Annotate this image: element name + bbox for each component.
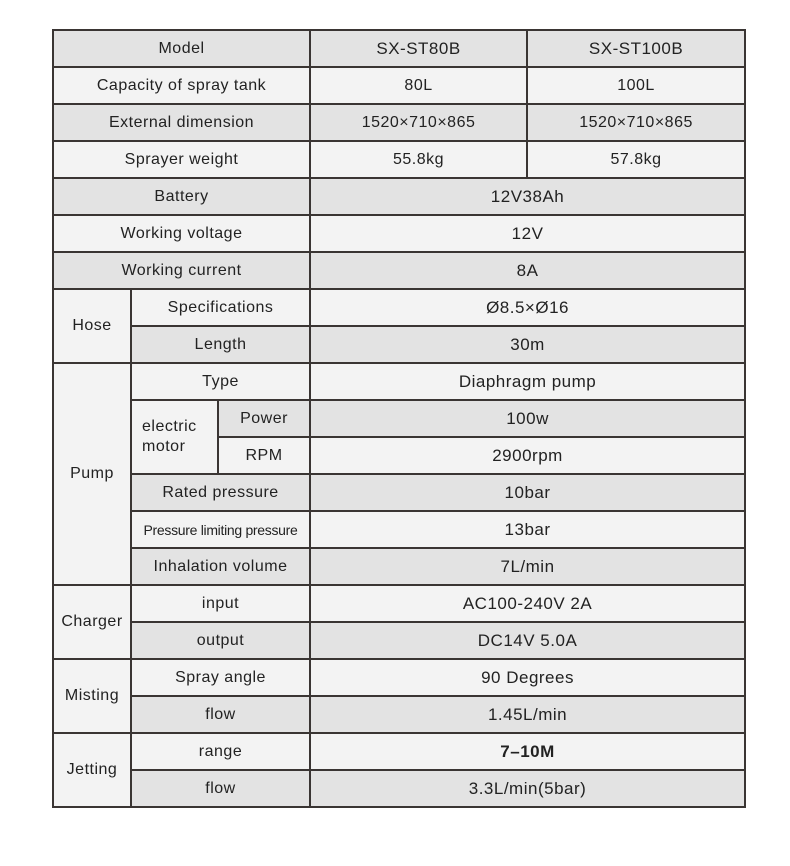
row-jetting-flow: flow 3.3L/min(5bar) bbox=[53, 769, 747, 808]
row-charger-input: Charger input AC100-240V 2A bbox=[52, 584, 747, 660]
row-limiting-pressure: Pressure limiting pressure 13bar bbox=[53, 510, 747, 549]
row-model: Model SX-ST80B SX-ST100B bbox=[51, 29, 747, 68]
row-misting-flow: flow 1.45L/min bbox=[53, 695, 747, 734]
value: 57.8kg bbox=[526, 140, 747, 179]
label: Model bbox=[51, 29, 312, 68]
value: 1520×710×865 bbox=[309, 103, 529, 142]
row-charger-output: output DC14V 5.0A bbox=[53, 621, 747, 660]
value: 10bar bbox=[309, 473, 747, 512]
label: Battery bbox=[51, 177, 312, 216]
value: 13bar bbox=[309, 510, 747, 549]
row-inhalation: Inhalation volume 7L/min bbox=[53, 547, 747, 586]
value: DC14V 5.0A bbox=[309, 621, 747, 660]
label: Sprayer weight bbox=[51, 140, 312, 179]
row-power: electric motor Power 100w bbox=[53, 399, 747, 475]
row-weight: Sprayer weight 55.8kg 57.8kg bbox=[51, 140, 747, 179]
value: Diaphragm pump bbox=[309, 362, 747, 401]
spec-table: Model SX-ST80B SX-ST100B Capacity of spray… bbox=[51, 29, 747, 808]
row-range: Jetting range 7–10M bbox=[52, 732, 747, 808]
group-hose: Hose bbox=[52, 288, 132, 364]
value: 1520×710×865 bbox=[526, 103, 747, 142]
value: 55.8kg bbox=[309, 140, 529, 179]
value: 80L bbox=[309, 66, 529, 105]
label: Capacity of spray tank bbox=[51, 66, 312, 105]
row-voltage: Working voltage 12V bbox=[51, 214, 747, 253]
label: Specifications bbox=[129, 288, 312, 327]
label: RPM bbox=[216, 436, 312, 475]
value: 30m bbox=[309, 325, 747, 364]
row-dimension: External dimension 1520×710×865 1520×710×8… bbox=[51, 103, 747, 142]
value: Ø8.5×Ø16 bbox=[309, 288, 747, 327]
label: output bbox=[129, 621, 312, 660]
model-1: SX-ST80B bbox=[309, 29, 529, 68]
row-battery: Battery 12V38Ah bbox=[51, 177, 747, 216]
label: Working current bbox=[51, 251, 312, 290]
value: 100L bbox=[526, 66, 747, 105]
label: flow bbox=[129, 769, 312, 808]
label: flow bbox=[129, 695, 312, 734]
row-current: Working current 8A bbox=[51, 251, 747, 290]
value: 100w bbox=[309, 399, 747, 438]
label: Pressure limiting pressure bbox=[129, 510, 312, 549]
value: 8A bbox=[309, 251, 747, 290]
label: range bbox=[129, 732, 312, 771]
label: input bbox=[129, 584, 312, 623]
value: 1.45L/min bbox=[309, 695, 747, 734]
row-hose-spec: Hose Specifications Ø8.5×Ø16 bbox=[52, 288, 747, 364]
group-electric-motor: electric motor bbox=[130, 399, 219, 475]
row-rpm: RPM 2900rpm bbox=[53, 436, 747, 475]
row-spray-angle: Misting Spray angle 90 Degrees bbox=[52, 658, 747, 734]
row-hose-length: Length 30m bbox=[53, 325, 747, 364]
value: AC100-240V 2A bbox=[309, 584, 747, 623]
value: 90 Degrees bbox=[309, 658, 747, 697]
value: 7L/min bbox=[309, 547, 747, 586]
value: 3.3L/min(5bar) bbox=[309, 769, 747, 808]
value: 12V bbox=[309, 214, 747, 253]
group-jetting: Jetting bbox=[52, 732, 132, 808]
value: 7–10M bbox=[309, 732, 747, 771]
value: 12V38Ah bbox=[309, 177, 747, 216]
label: Power bbox=[216, 399, 312, 438]
value: 2900rpm bbox=[309, 436, 747, 475]
model-2: SX-ST100B bbox=[526, 29, 747, 68]
label: Working voltage bbox=[51, 214, 312, 253]
group-misting: Misting bbox=[52, 658, 132, 734]
label: Inhalation volume bbox=[129, 547, 312, 586]
group-pump: Pump bbox=[52, 362, 132, 586]
label: Length bbox=[129, 325, 312, 364]
label: External dimension bbox=[51, 103, 312, 142]
row-pump-type: Pump Type Diaphragm pump bbox=[52, 362, 747, 586]
label: Type bbox=[129, 362, 312, 401]
group-charger: Charger bbox=[52, 584, 132, 660]
row-capacity: Capacity of spray tank 80L 100L bbox=[51, 66, 747, 105]
row-rated-pressure: Rated pressure 10bar bbox=[53, 473, 747, 512]
label: Rated pressure bbox=[129, 473, 312, 512]
label: Spray angle bbox=[129, 658, 312, 697]
